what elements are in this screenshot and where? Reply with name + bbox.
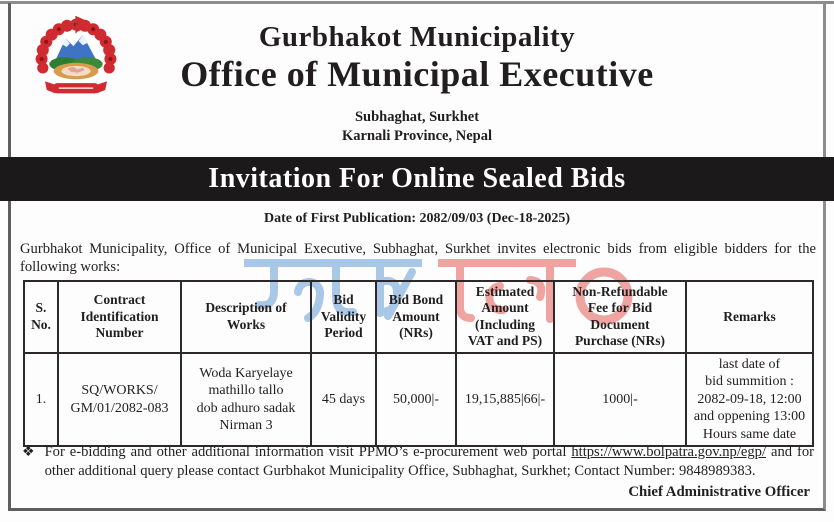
footer-text-before-link: For e-bidding and other additional infor…: [44, 444, 572, 460]
cell-fee: 1000|-: [553, 351, 687, 448]
page-top-border: [0, 1, 834, 4]
cell-estimated-amount: 19,15,885|66|-: [455, 351, 555, 448]
cell-remarks: last date of bid summition : 2082-09-18,…: [685, 351, 814, 448]
header-bid-validity: Bid Validity Period: [310, 280, 377, 354]
header-contract-id: Contract Identification Number: [57, 280, 182, 354]
page-frame-border: [8, 3, 826, 511]
office-title: Office of Municipal Executive: [180, 54, 654, 94]
header-s-no: S. No.: [23, 280, 59, 354]
cell-bid-bond: 50,000|-: [375, 351, 457, 448]
cell-contract-id: SQ/WORKS/ GM/01/2082-083: [57, 351, 182, 448]
table-header-row: S. No. Contract Identification Number De…: [23, 280, 814, 354]
intro-paragraph: Gurbhakot Municipality, Office of Munici…: [20, 241, 816, 276]
footer-note: ❖ For e-bidding and other additional inf…: [22, 443, 814, 481]
cell-s-no: 1.: [23, 351, 59, 448]
bids-table: S. No. Contract Identification Number De…: [23, 280, 814, 448]
header-estimated-amount: Estimated Amount (Including VAT and PS): [455, 280, 555, 354]
address-line-1: Subhaghat, Surkhet: [354, 109, 480, 125]
header-fee: Non-Refundable Fee for Bid Document Purc…: [553, 280, 687, 354]
footer-text-after-link: and for other additional query please co…: [44, 444, 814, 479]
header-description: Description of Works: [180, 280, 312, 354]
cell-description: Woda Karyelaye mathillo tallo dob adhuro…: [180, 351, 312, 448]
bolpatra-portal-link[interactable]: https://www.bolpatra.gov.np/egp/: [571, 444, 767, 460]
signature-title: Chief Administrative Officer: [628, 484, 810, 500]
publication-date: Date of First Publication: 2082/09/03 (D…: [264, 211, 570, 226]
municipality-title: Gurbhakot Municipality: [258, 21, 576, 53]
cell-bid-validity: 45 days: [310, 351, 377, 448]
diamond-bullet-icon: ❖: [22, 444, 35, 460]
footer-note-text: For e-bidding and other additional infor…: [45, 443, 814, 481]
table-row: 1. SQ/WORKS/ GM/01/2082-083 Woda Karyela…: [23, 351, 814, 448]
nepal-emblem-logo: [35, 15, 117, 94]
invitation-banner-title: Invitation For Online Sealed Bids: [208, 163, 626, 194]
header-bid-bond: Bid Bond Amount (NRs): [375, 280, 457, 354]
address-line-2: Karnali Province, Nepal: [342, 128, 492, 144]
invitation-banner: Invitation For Online Sealed Bids: [0, 157, 834, 201]
header-remarks: Remarks: [685, 280, 814, 354]
